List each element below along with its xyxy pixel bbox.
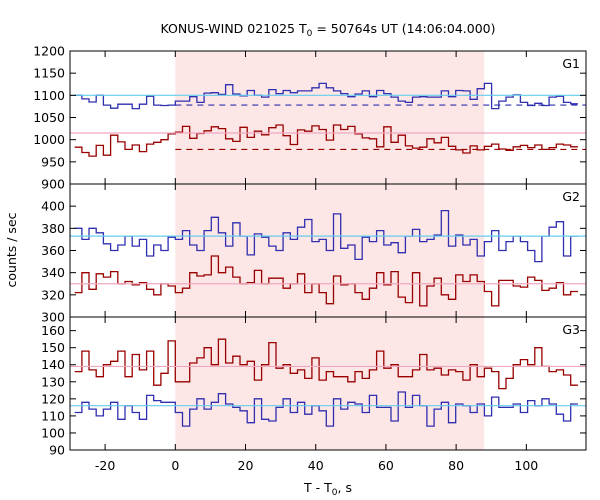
y-tick-label-g2: 340 [41, 265, 65, 280]
x-tick-label: -20 [95, 458, 115, 473]
y-tick-label-g3: 140 [41, 357, 65, 372]
chart-title: KONUS-WIND 021025 T0 = 50764s UT (14:06:… [160, 21, 495, 39]
g2-red-series [74, 255, 578, 307]
x-tick-label: 20 [238, 458, 254, 473]
x-axis-label-subscript: 0 [332, 488, 338, 498]
g1-red-series [74, 124, 578, 157]
y-tick-label-g3: 100 [41, 425, 65, 440]
y-tick-label-g2: 360 [41, 243, 65, 258]
y-tick-label-g1: 950 [41, 154, 65, 169]
panel-frame-g3 [69, 316, 587, 451]
y-tick-label-g2: 300 [41, 310, 65, 325]
chart-title-main: KONUS-WIND 021025 T [160, 21, 306, 36]
highlight-interval-g3 [175, 317, 485, 450]
x-tick-label: 0 [171, 458, 179, 473]
y-tick-label-g3: 160 [41, 323, 65, 338]
highlight-interval-g1 [175, 51, 485, 184]
y-axis-label: counts / sec [4, 212, 19, 287]
x-axis-label-main: T - T [303, 480, 332, 495]
y-tick-label-g3: 90 [49, 443, 65, 458]
y-tick-label-g3: 110 [41, 408, 65, 423]
g3-red-series [74, 338, 578, 390]
x-axis-label: T - T0, s [303, 480, 352, 498]
y-tick-label-g3: 150 [41, 340, 65, 355]
plot-area: 90095010001050110011501200G1300320340360… [33, 44, 587, 473]
y-tick-label-g1: 1200 [33, 44, 65, 59]
y-tick-label-g1: 1150 [33, 66, 65, 81]
y-tick-label-g3: 130 [41, 374, 65, 389]
y-tick-label-g1: 1100 [33, 88, 65, 103]
chart-title-rest: = 50764s UT (14:06:04.000) [312, 21, 495, 36]
y-tick-label-g2: 380 [41, 221, 65, 236]
y-tick-label-g2: 400 [41, 199, 65, 214]
chart-title-subscript: 0 [307, 29, 313, 39]
y-tick-label-g1: 900 [41, 177, 65, 192]
x-tick-label: 60 [378, 458, 394, 473]
x-axis-label-rest: , s [338, 480, 352, 495]
g2-blue-series [74, 209, 578, 263]
panel-label-g3: G3 [562, 322, 580, 337]
g3-blue-series [74, 391, 578, 427]
x-tick-label: 80 [448, 458, 464, 473]
x-tick-label: 40 [308, 458, 324, 473]
y-tick-label-g2: 320 [41, 287, 65, 302]
g1-blue-series [74, 82, 578, 110]
y-tick-label-g1: 1050 [33, 110, 65, 125]
panel-label-g2: G2 [562, 189, 580, 204]
x-tick-label: 100 [514, 458, 538, 473]
y-tick-label-g3: 120 [41, 391, 65, 406]
y-tick-label-g1: 1000 [33, 132, 65, 147]
panel-label-g1: G1 [562, 56, 580, 71]
